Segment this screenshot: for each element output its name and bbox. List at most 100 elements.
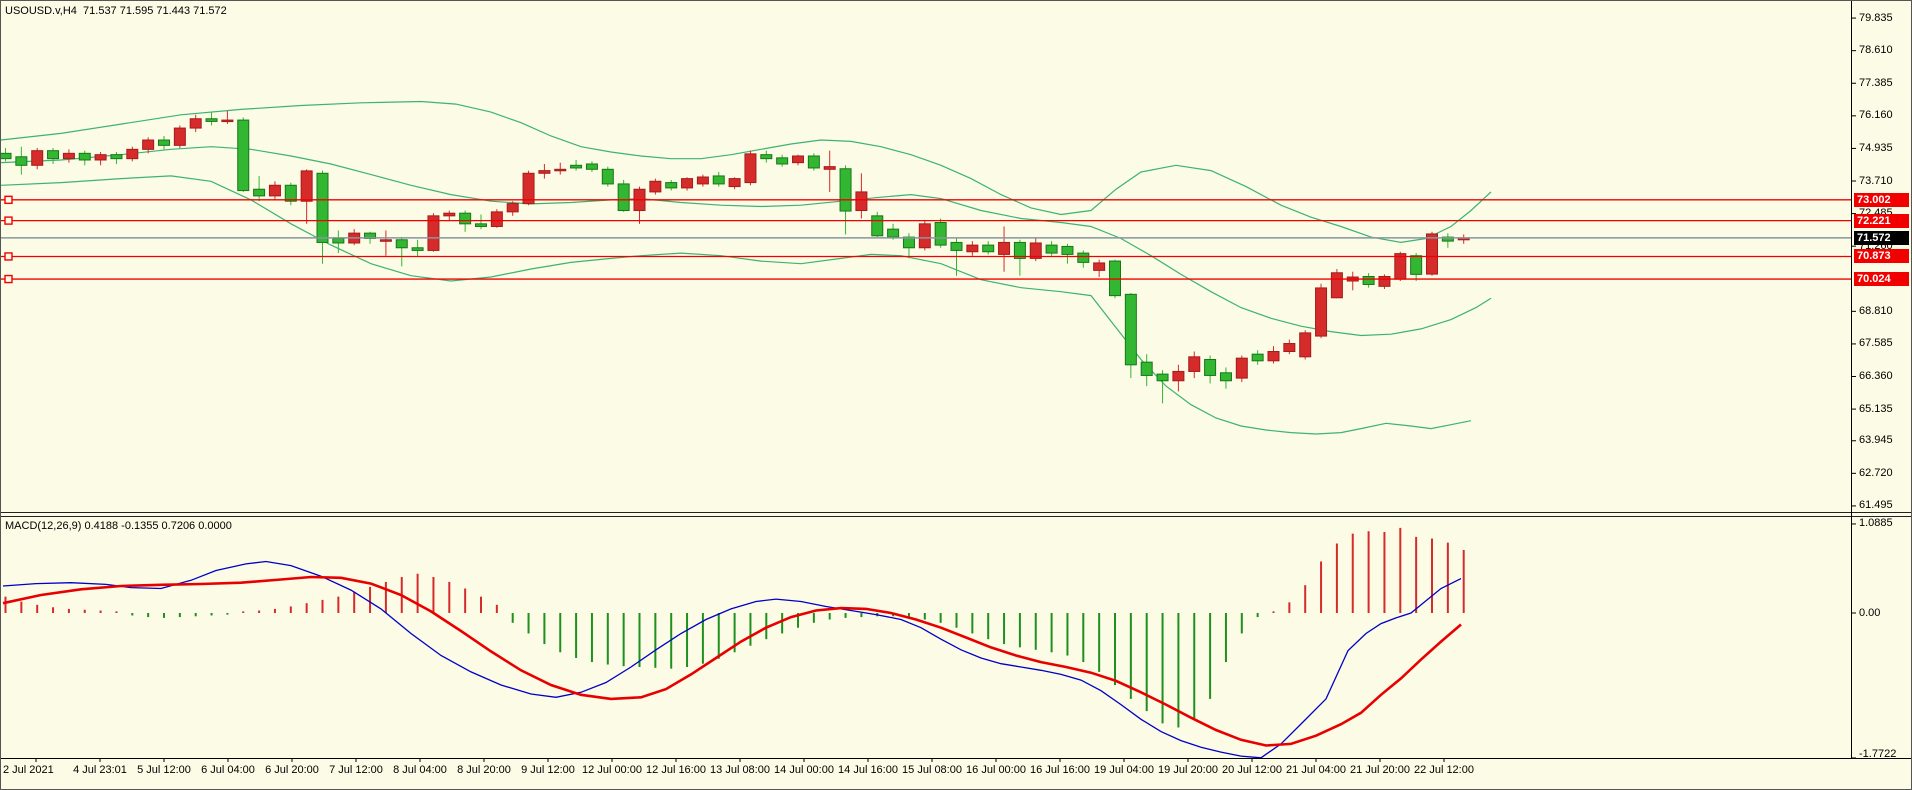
- time-tick-label: 13 Jul 08:00: [710, 764, 770, 776]
- time-tick-label: 14 Jul 00:00: [774, 764, 834, 776]
- candle-body: [205, 118, 218, 122]
- candle-body: [427, 215, 440, 251]
- candle-body: [459, 212, 472, 225]
- price-tick-label: 66.360: [1859, 370, 1893, 382]
- candle-body: [1093, 262, 1106, 271]
- hline-anchor-square[interactable]: [4, 252, 13, 261]
- candle-body: [1140, 361, 1153, 376]
- price-tick-label: 68.810: [1859, 304, 1893, 317]
- candle-body: [887, 228, 900, 238]
- candle-body: [681, 178, 694, 189]
- candle-body: [760, 154, 773, 160]
- candle-body: [1013, 241, 1026, 259]
- price-tag[interactable]: 70.873: [1854, 249, 1909, 264]
- candle-body: [792, 155, 804, 164]
- candle-body: [1394, 253, 1407, 280]
- candle-body: [823, 166, 836, 170]
- candle-body: [475, 223, 487, 227]
- price-tick-label: 74.935: [1859, 141, 1893, 154]
- price-tick-label: 73.710: [1859, 174, 1893, 187]
- candle-body: [221, 119, 234, 123]
- candle-body: [126, 148, 139, 160]
- time-tick-label: 8 Jul 04:00: [393, 764, 447, 776]
- candle-body: [110, 154, 123, 160]
- candle-body: [982, 244, 995, 253]
- time-tick-label: 9 Jul 12:00: [521, 764, 575, 776]
- time-tick-label: 14 Jul 16:00: [838, 764, 898, 776]
- macd-signal-line: [2, 575, 1462, 747]
- candle-body: [1188, 356, 1201, 372]
- candle-body: [696, 176, 709, 185]
- candle-body: [839, 168, 852, 212]
- bollinger-lower-band-line: [1, 175, 1472, 435]
- price-tick-label: 79.835: [1859, 11, 1893, 24]
- candle-body: [1426, 233, 1438, 275]
- candle-body: [1204, 358, 1217, 376]
- candle-body: [1109, 260, 1121, 297]
- price-tag[interactable]: 71.572: [1854, 230, 1909, 245]
- macd-pane-title: MACD(12,26,9) 0.4188 -0.1355 0.7206 0.00…: [5, 520, 232, 532]
- price-tag[interactable]: 70.024: [1854, 272, 1909, 287]
- price-tick-label: 62.720: [1859, 466, 1893, 479]
- candle-body: [1045, 244, 1058, 254]
- time-tick-label: 19 Jul 04:00: [1094, 764, 1154, 776]
- candle-body: [443, 212, 456, 217]
- candle-body: [1283, 343, 1296, 353]
- candle-body: [15, 156, 28, 166]
- macd-tick-label: -1.7722: [1859, 747, 1897, 760]
- price-tick-label: 76.160: [1859, 109, 1893, 122]
- candle-body: [934, 221, 947, 246]
- time-tick-label: 6 Jul 20:00: [265, 764, 319, 776]
- candle-body: [871, 215, 884, 237]
- candle-body: [1441, 236, 1454, 242]
- candle-body: [807, 155, 820, 169]
- candle-body: [1251, 353, 1264, 362]
- hline-anchor-square[interactable]: [4, 274, 13, 284]
- price-tag[interactable]: 72.221: [1854, 213, 1909, 228]
- candle-body: [1077, 252, 1090, 263]
- time-tick-label: 16 Jul 16:00: [1030, 764, 1090, 776]
- time-tick-label: 7 Jul 12:00: [329, 764, 383, 776]
- price-tick-label: 65.135: [1859, 402, 1893, 415]
- time-tick-label: 21 Jul 04:00: [1286, 764, 1346, 776]
- price-tick-label: 77.385: [1859, 76, 1893, 89]
- hline-anchor-square[interactable]: [4, 195, 13, 205]
- candle-body: [665, 182, 678, 189]
- candle-body: [300, 170, 313, 202]
- macd-main-line: [2, 560, 1462, 759]
- macd-tick-label: 0.00: [1859, 606, 1881, 619]
- candle-body: [332, 237, 345, 244]
- candle-body: [1299, 332, 1312, 358]
- candle-body: [1330, 272, 1343, 299]
- candle-body: [1, 152, 12, 160]
- bollinger-upper-band-line: [1, 100, 1492, 244]
- candle-body: [902, 236, 915, 249]
- candle-body: [62, 152, 75, 160]
- candle-body: [411, 247, 424, 251]
- candle-body: [1235, 357, 1248, 379]
- price-tag[interactable]: 73.002: [1854, 192, 1909, 207]
- candle-body: [490, 211, 503, 227]
- candle-body: [1124, 293, 1137, 366]
- candle-body: [506, 203, 519, 213]
- price-tick-label: 78.610: [1859, 44, 1893, 57]
- time-tick-label: 12 Jul 00:00: [582, 764, 642, 776]
- time-tick-label: 15 Jul 08:00: [902, 764, 962, 776]
- candle-body: [1172, 370, 1185, 382]
- time-tick-label: 6 Jul 04:00: [201, 764, 255, 776]
- time-tick-label: 22 Jul 12:00: [1414, 764, 1474, 776]
- candle-body: [268, 184, 281, 197]
- candle-body: [316, 172, 329, 243]
- candle-body: [142, 139, 155, 150]
- candle-body: [728, 178, 741, 188]
- candle-body: [189, 118, 202, 129]
- candle-body: [1219, 372, 1232, 382]
- hline-anchor-square[interactable]: [4, 216, 13, 225]
- time-tick-label: 4 Jul 23:01: [73, 764, 127, 776]
- candle-body: [950, 241, 963, 251]
- candle-body: [744, 153, 757, 184]
- candle-body: [570, 164, 583, 169]
- time-tick-label: 19 Jul 20:00: [1158, 764, 1218, 776]
